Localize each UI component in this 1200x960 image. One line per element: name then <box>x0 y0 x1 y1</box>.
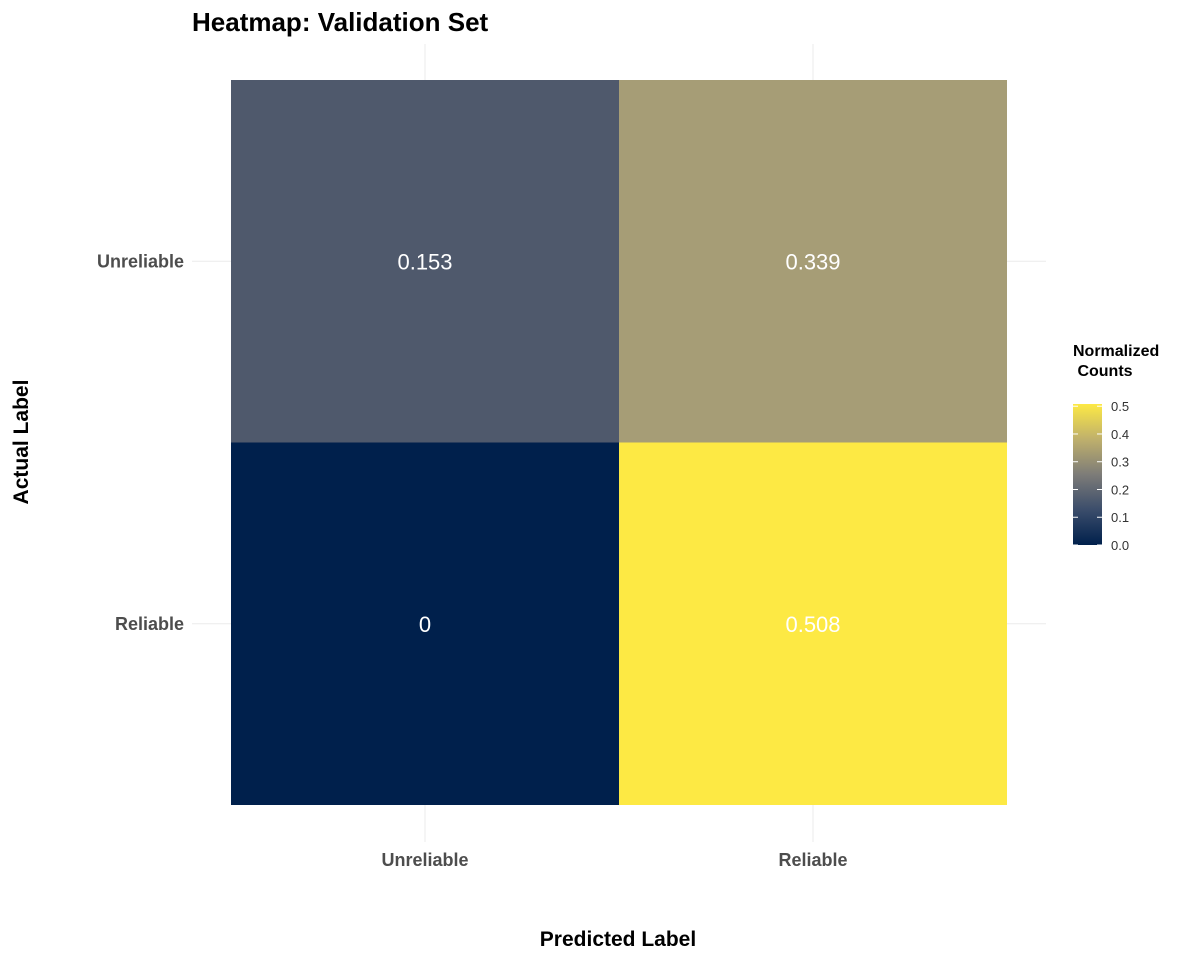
cell-reliable-unreliable-value: 0 <box>419 612 431 637</box>
axis-labels: Unreliable Reliable Unreliable Reliable <box>97 251 848 870</box>
legend-tick-label: 0.5 <box>1111 399 1129 414</box>
x-axis-title: Predicted Label <box>540 928 696 951</box>
cell-reliable-reliable <box>619 442 1007 805</box>
heatmap-cells <box>231 80 1007 805</box>
cell-reliable-unreliable <box>231 442 619 805</box>
y-axis-title: Actual Label <box>10 380 33 505</box>
cell-reliable-reliable-value: 0.508 <box>785 612 840 637</box>
legend-title-line1: Normalized <box>1073 343 1159 360</box>
color-legend: Normalized Counts 0.0 0.1 0.2 0.3 0.4 0.5 <box>1073 343 1159 553</box>
y-tick-reliable: Reliable <box>115 614 184 634</box>
cell-unreliable-unreliable <box>231 80 619 443</box>
legend-tick-label: 0.0 <box>1111 538 1129 553</box>
legend-tick-label: 0.4 <box>1111 427 1129 442</box>
legend-tick-label: 0.3 <box>1111 455 1129 470</box>
legend-colorbar <box>1073 404 1102 545</box>
cell-value-labels: 0.153 0.339 0 0.508 <box>397 249 840 637</box>
cell-unreliable-unreliable-value: 0.153 <box>397 249 452 274</box>
cell-unreliable-reliable <box>619 80 1007 443</box>
legend-tick-label: 0.2 <box>1111 482 1129 497</box>
chart-title: Heatmap: Validation Set <box>192 7 489 37</box>
cell-unreliable-reliable-value: 0.339 <box>785 249 840 274</box>
x-tick-unreliable: Unreliable <box>381 850 468 870</box>
y-tick-unreliable: Unreliable <box>97 251 184 271</box>
x-tick-reliable: Reliable <box>778 850 847 870</box>
legend-title-line2: Counts <box>1073 363 1133 380</box>
legend-tick-label: 0.1 <box>1111 510 1129 525</box>
